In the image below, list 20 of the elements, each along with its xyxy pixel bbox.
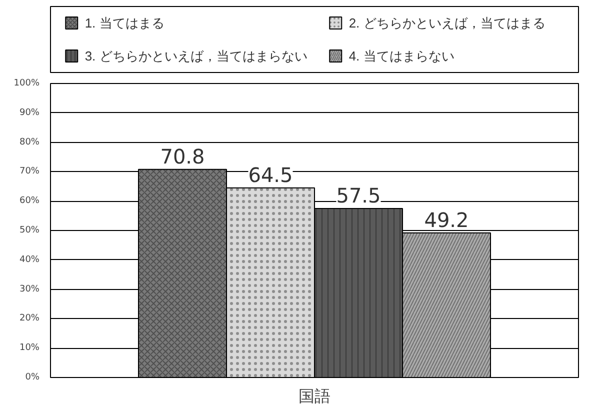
y-tick-label: 0% (25, 372, 40, 382)
data-label: 64.5 (248, 162, 293, 187)
x-tick-label: 国語 (298, 388, 330, 406)
legend-label: 2. どちらかといえば，当てはまる (348, 16, 546, 30)
y-tick-label: 30% (19, 284, 40, 294)
data-label: 49.2 (424, 208, 469, 232)
legend-label: 4. 当てはまらない (348, 48, 454, 64)
legend-label: 1. 当てはまる (84, 16, 164, 30)
data-label: 70.8 (160, 144, 205, 168)
legend-label: 3. どちらかといえば，当てはまらない (84, 48, 308, 64)
y-tick-label: 70% (19, 166, 40, 177)
y-tick-label: 90% (19, 108, 40, 118)
y-tick-label: 40% (19, 254, 40, 265)
y-tick-label: 50% (19, 226, 40, 236)
y-tick-label: 10% (19, 343, 40, 354)
y-tick-label: 80% (19, 137, 40, 148)
data-label: 57.5 (336, 184, 381, 208)
y-tick-label: 100% (14, 78, 40, 88)
y-tick-label: 20% (19, 314, 40, 324)
y-tick-label: 60% (19, 196, 40, 206)
